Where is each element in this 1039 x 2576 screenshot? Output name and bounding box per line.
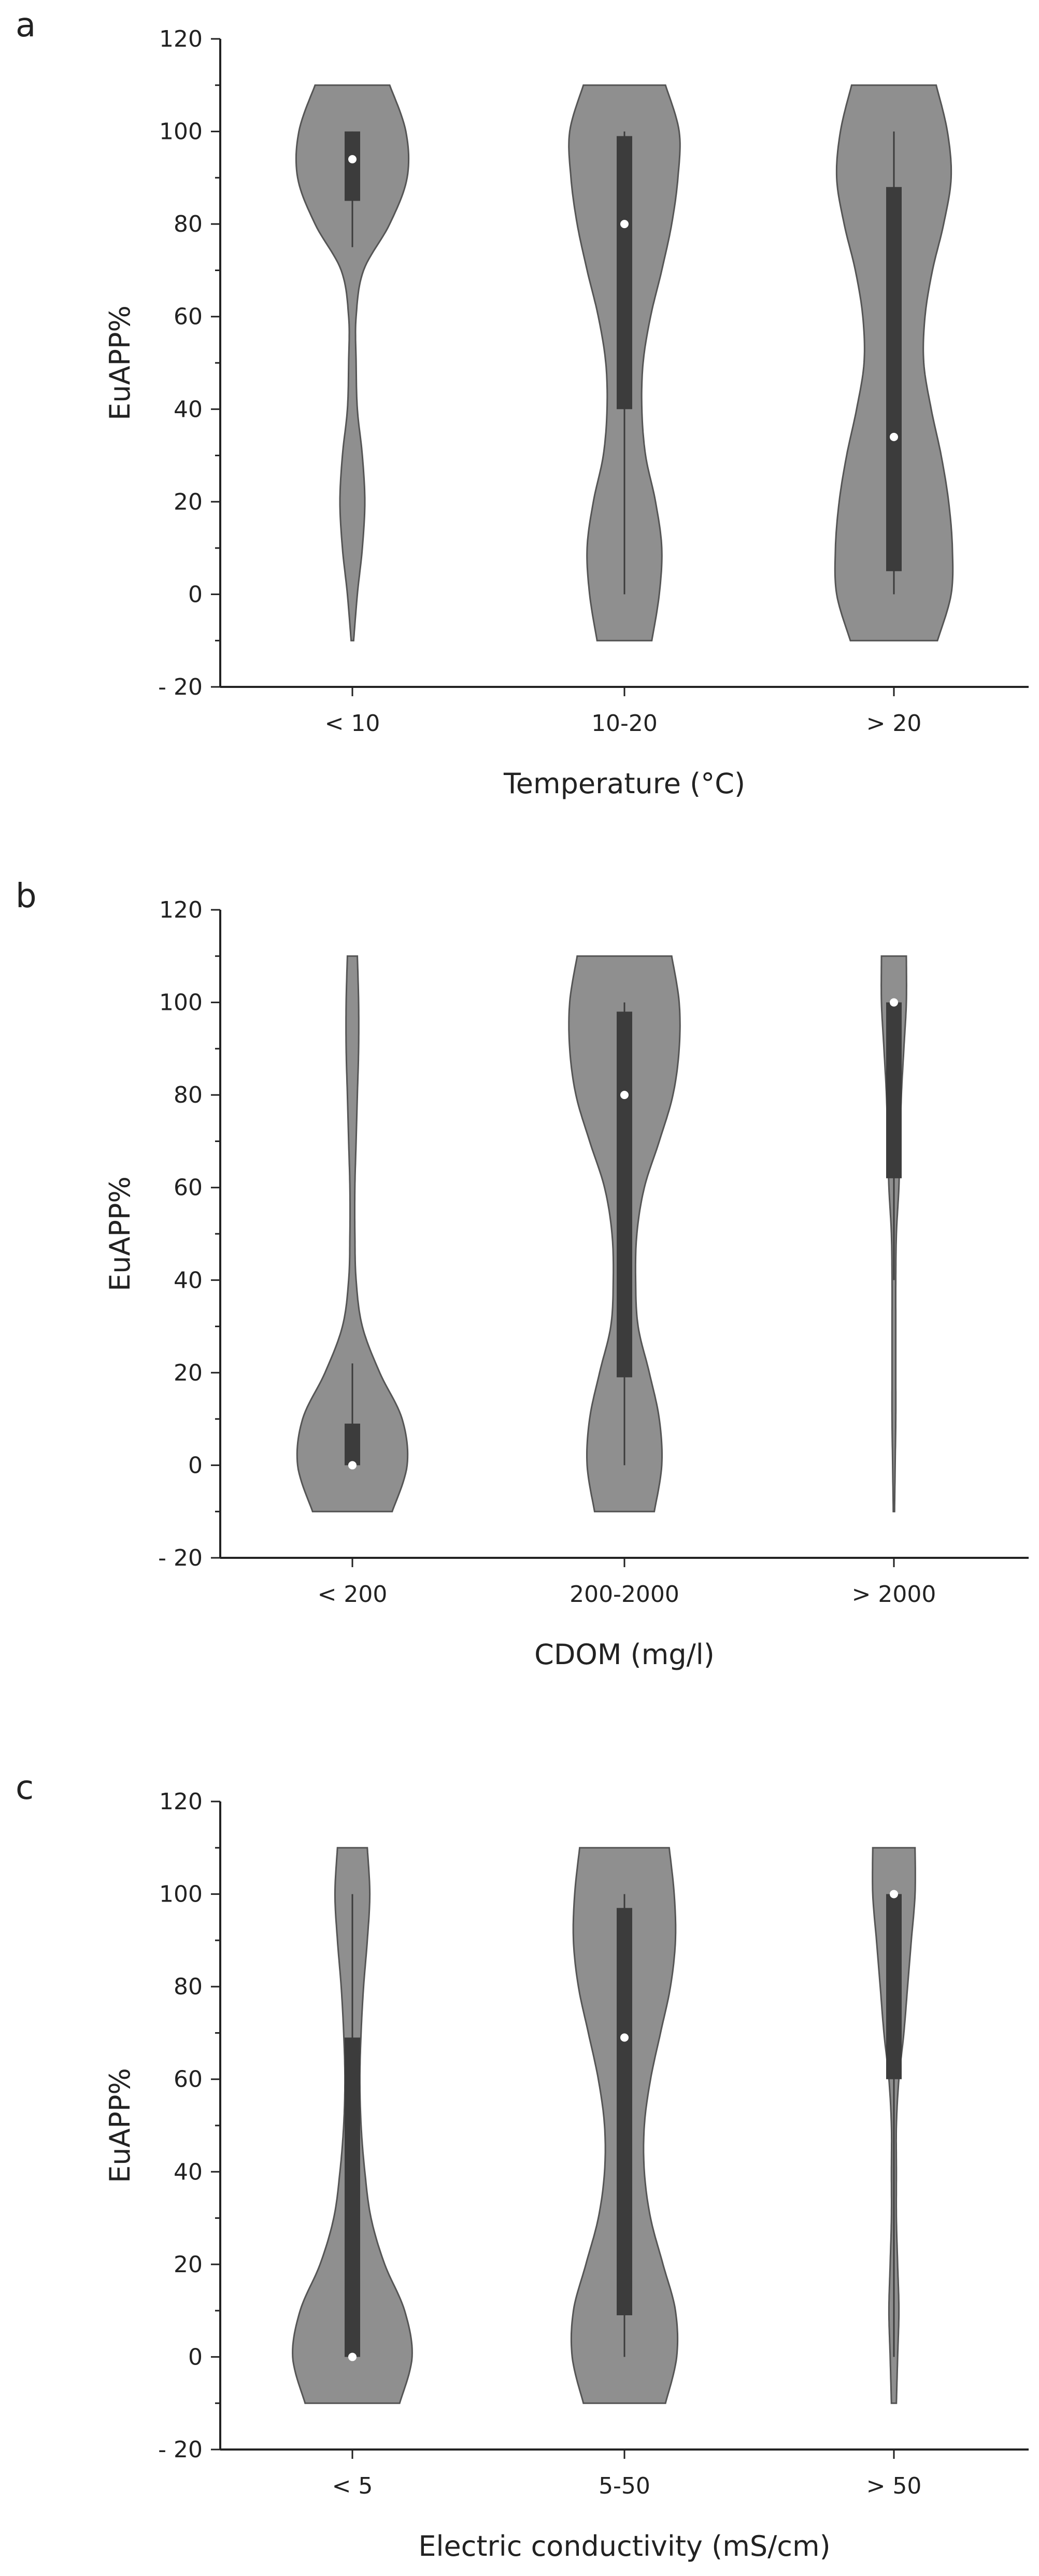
panel-a: a 120 100 80 60 40 20 0 - 20 EuAPP% < 10 10-20 > 20 T… <box>16 6 1029 800</box>
panel-a-violin-group <box>568 84 681 642</box>
panel-a-median-marker <box>348 155 357 164</box>
panel-a-x-axis-title: Temperature (°C) <box>503 767 745 800</box>
panel-c-y-tick-label: 0 <box>188 2344 203 2370</box>
panel-b-iqr-box <box>886 1002 902 1178</box>
panel-c-y-tick-label: 80 <box>174 1974 203 2000</box>
panel-b-y-tick-label: 120 <box>159 897 203 923</box>
panel-a-x-tick-label: > 20 <box>866 710 922 737</box>
panel-b-x-tick-label: 200-2000 <box>570 1581 679 1608</box>
panel-b-iqr-box <box>345 1424 360 1466</box>
panel-b-y-tick-label: 80 <box>174 1082 203 1108</box>
panel-c: c 120 100 80 60 40 20 0 - 20 EuAPP% < 5 5-50 > 50 Ele… <box>16 1769 1029 2563</box>
panel-a-letter: a <box>16 6 36 45</box>
panel-c-letter: c <box>16 1769 34 1807</box>
panel-c-y-axis-title: EuAPP% <box>104 2068 136 2183</box>
panel-a-iqr-box <box>345 131 360 201</box>
panel-c-violin-group <box>570 1847 679 2404</box>
panel-a-y-tick-label: - 20 <box>158 674 203 700</box>
panel-b-y-tick-label: 40 <box>174 1267 203 1293</box>
panel-b-median-marker <box>348 1461 357 1470</box>
panel-b-iqr-box <box>617 1011 632 1377</box>
panel-a-median-marker <box>620 220 629 229</box>
panel-a-violin-1 <box>295 84 410 642</box>
panel-b-y-tick-label: 100 <box>159 990 203 1016</box>
panel-a-y-tick-label: 60 <box>174 304 203 330</box>
panel-b-y-tick-label: 20 <box>174 1360 203 1386</box>
panel-c-x-axis-title: Electric conductivity (mS/cm) <box>418 2530 830 2563</box>
panel-a-x-tick-label: 10-20 <box>591 710 658 737</box>
panel-b-violin-1 <box>296 955 409 1513</box>
panel-c-y-tick-label: 20 <box>174 2251 203 2278</box>
panel-b-y-tick-label: - 20 <box>158 1545 203 1571</box>
panel-b-violin-group <box>568 955 681 1513</box>
panel-a-y-tick-label: 80 <box>174 211 203 237</box>
panel-a-violin-group <box>834 84 954 642</box>
panel-b-median-marker <box>620 1091 629 1100</box>
panel-c-iqr-box <box>617 1908 632 2316</box>
panel-a-iqr-box <box>617 136 632 410</box>
panel-c-y-tick-label: 40 <box>174 2159 203 2185</box>
panel-c-iqr-box <box>345 2037 360 2357</box>
panel-b-violin-group <box>880 955 907 1513</box>
panel-a-iqr-box <box>886 187 902 571</box>
panel-b-median-marker <box>890 998 898 1007</box>
panel-b-letter: b <box>16 877 37 916</box>
panel-c-violin-group <box>292 1847 413 2404</box>
panel-c-x-tick-label: < 5 <box>332 2473 373 2499</box>
panel-a-x-tick-label: < 10 <box>325 710 380 737</box>
panel-a-median-marker <box>890 432 898 441</box>
panel-c-median-marker <box>620 2033 629 2042</box>
panel-b-x-tick-label: < 200 <box>318 1581 388 1608</box>
panel-c-violin-group <box>872 1847 916 2404</box>
panel-c-median-marker <box>890 1890 898 1898</box>
panel-a-y-tick-label: 20 <box>174 489 203 515</box>
panel-c-y-tick-label: - 20 <box>158 2437 203 2463</box>
panel-a-violin-group <box>295 84 410 642</box>
panel-c-x-tick-label: 5-50 <box>599 2473 650 2499</box>
panel-b-y-axis-title: EuAPP% <box>104 1176 136 1291</box>
panel-c-y-tick-label: 100 <box>159 1881 203 1908</box>
panel-b-x-axis-title: CDOM (mg/l) <box>534 1638 715 1671</box>
panel-c-y-tick-label: 120 <box>159 1789 203 1815</box>
panel-a-y-tick-label: 40 <box>174 396 203 423</box>
panel-c-median-marker <box>348 2353 357 2361</box>
panel-a-y-tick-label: 120 <box>159 26 203 52</box>
panel-b: b 120 100 80 60 40 20 0 - 20 EuAPP% < 200 200-2000 >… <box>16 877 1029 1671</box>
panel-b-violin-group <box>296 955 409 1513</box>
panel-b-y-tick-label: 60 <box>174 1175 203 1201</box>
panel-c-y-tick-label: 60 <box>174 2066 203 2093</box>
panel-a-y-axis-title: EuAPP% <box>104 305 136 420</box>
panel-b-x-tick-label: > 2000 <box>852 1581 936 1608</box>
panel-c-iqr-box <box>886 1894 902 2079</box>
panel-b-y-tick-label: 0 <box>188 1452 203 1479</box>
panel-a-y-tick-label: 100 <box>159 119 203 145</box>
panel-c-x-tick-label: > 50 <box>866 2473 922 2499</box>
panel-a-y-tick-label: 0 <box>188 581 203 608</box>
